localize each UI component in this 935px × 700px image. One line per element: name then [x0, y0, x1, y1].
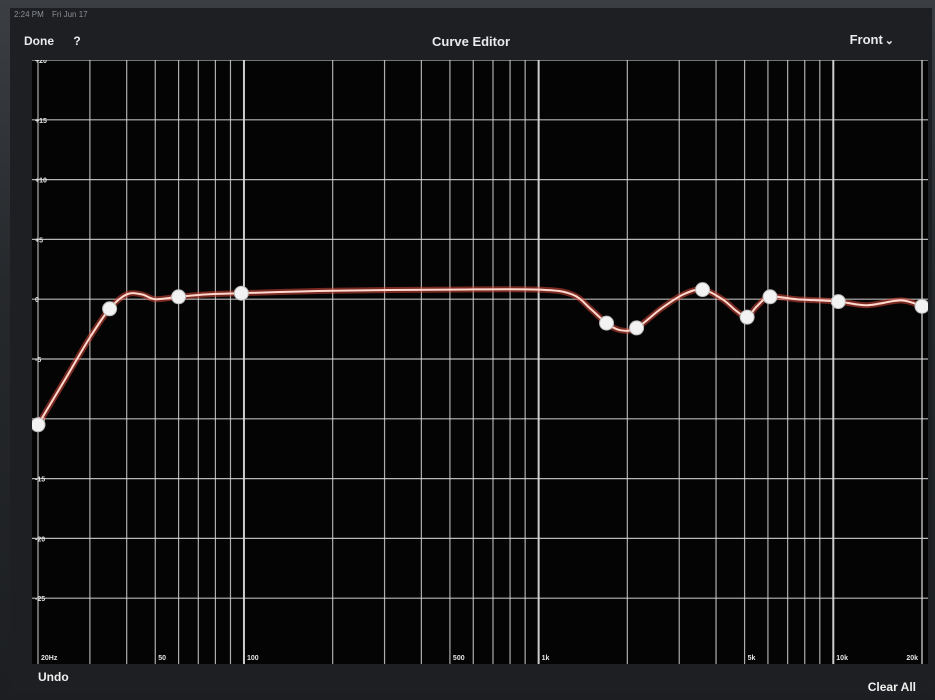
control-point[interactable] — [914, 298, 928, 314]
control-point[interactable] — [762, 289, 778, 305]
undo-button[interactable]: Undo — [38, 670, 69, 684]
x-tick-label: 20k — [906, 655, 918, 662]
channel-label: Front — [849, 32, 883, 47]
nav-bar: Done ? Curve Editor Front ⌄ — [10, 22, 932, 62]
control-point[interactable] — [629, 320, 645, 336]
x-tick-label: 20Hz — [41, 655, 58, 662]
curve-layer — [35, 286, 925, 428]
eq-curve-graph[interactable]: +20+15+10+50-5-10-15-20-2520Hz501005001k… — [32, 60, 928, 664]
x-tick-label: 50 — [158, 655, 166, 662]
chevron-down-icon: ⌄ — [884, 35, 894, 47]
control-point[interactable] — [830, 294, 846, 310]
x-tick-label: 500 — [453, 655, 465, 662]
help-button[interactable]: ? — [73, 34, 81, 48]
x-tick-label: 5k — [748, 655, 756, 662]
bottom-toolbar: Undo Clear All — [10, 664, 932, 694]
page-title: Curve Editor — [431, 34, 510, 49]
eq-chart-svg: +20+15+10+50-5-10-15-20-2520Hz501005001k… — [32, 60, 928, 664]
control-point[interactable] — [739, 309, 755, 325]
control-point[interactable] — [171, 289, 187, 305]
y-tick-label: -15 — [35, 477, 45, 484]
y-tick-label: +20 — [35, 60, 47, 65]
control-point[interactable] — [599, 315, 615, 331]
y-tick-label: 0 — [35, 297, 39, 304]
control-point[interactable] — [233, 285, 249, 301]
status-time: 2:24 PM — [14, 10, 44, 19]
control-point[interactable] — [695, 282, 711, 298]
done-button[interactable]: Done — [24, 34, 54, 48]
screen: 2:24 PM Fri Jun 17 Done ? Curve Editor F… — [10, 8, 932, 694]
axis-labels: +20+15+10+50-5-10-15-20-2520Hz501005001k… — [35, 60, 918, 662]
control-point[interactable] — [102, 301, 118, 317]
x-tick-label: 100 — [247, 655, 259, 662]
eq-curve-glow — [35, 286, 925, 428]
channel-selector[interactable]: Front ⌄ — [850, 32, 894, 47]
y-tick-label: -20 — [35, 536, 45, 543]
y-tick-label: -5 — [35, 357, 41, 364]
status-date: Fri Jun 17 — [52, 10, 88, 19]
clear-all-button[interactable]: Clear All — [867, 680, 916, 694]
eq-curve-line — [37, 288, 923, 426]
control-points — [32, 282, 928, 433]
x-tick-label: 1k — [542, 655, 550, 662]
status-bar: 2:24 PM Fri Jun 17 — [10, 8, 932, 22]
nav-left-group: Done ? — [24, 34, 97, 48]
y-tick-label: +10 — [35, 178, 47, 185]
y-tick-label: +15 — [35, 118, 47, 125]
y-tick-label: -25 — [35, 596, 45, 603]
y-tick-label: +5 — [35, 237, 43, 244]
control-point[interactable] — [32, 417, 46, 433]
grid — [32, 60, 928, 664]
x-tick-label: 10k — [836, 655, 848, 662]
